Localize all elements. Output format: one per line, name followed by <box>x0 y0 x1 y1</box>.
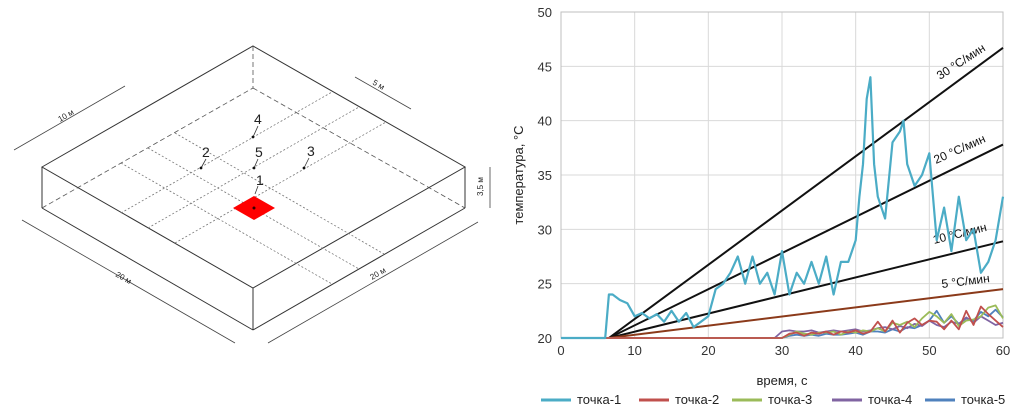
series-line-2 <box>561 305 1004 339</box>
series-line-1 <box>561 76 1005 340</box>
point-leader <box>253 158 259 169</box>
temperature-chart: 0 10 20 30 40 50 60 20 25 30 35 40 45 50 30 °C/мин 20 … <box>511 5 1011 407</box>
y-tick-label: 40 <box>538 114 552 129</box>
room-hidden-edge <box>41 87 254 209</box>
room-edge <box>252 207 466 331</box>
point-marker <box>251 135 255 139</box>
room-diagram: 10 м 5 м 3,5 м 20 м 20 м 1 2 3 4 5 <box>13 45 491 344</box>
point-marker <box>199 166 203 170</box>
rate-line-label: 5 °C/мин <box>941 271 991 291</box>
x-tick-label: 20 <box>701 343 715 358</box>
y-tick-label: 20 <box>538 331 552 346</box>
legend-label: точка-4 <box>868 392 912 407</box>
rate-line-label: 30 °C/мин <box>934 41 988 83</box>
dim-label-right-top: 5 м <box>371 78 386 92</box>
y-tick-label: 35 <box>538 168 552 183</box>
axis-ticks: 0 10 20 30 40 50 60 20 25 30 35 40 45 50 <box>538 5 1011 358</box>
point-marker <box>302 166 306 170</box>
y-tick-label: 30 <box>538 222 552 237</box>
x-tick-label: 40 <box>848 343 862 358</box>
x-tick-label: 0 <box>557 343 564 358</box>
x-tick-label: 30 <box>775 343 789 358</box>
dimension-line-right-top <box>354 76 412 110</box>
rate-line <box>608 47 1004 339</box>
dimension-line-left <box>21 219 236 344</box>
grid-line <box>120 91 333 214</box>
x-tick-label: 10 <box>627 343 641 358</box>
grid-line <box>174 121 387 244</box>
fire-source-center <box>252 206 256 210</box>
rate-line-label: 20 °C/мин <box>932 132 988 167</box>
dim-label-top: 10 м <box>57 108 76 124</box>
point-label-4: 4 <box>254 111 262 127</box>
legend-label: точка-5 <box>961 392 1005 407</box>
point-leader <box>254 185 259 195</box>
legend: точка-1 точка-2 точка-3 точка-4 точка-5 <box>541 392 1005 407</box>
x-tick-label: 50 <box>922 343 936 358</box>
chart-grid <box>560 11 1004 339</box>
y-tick-label: 50 <box>538 5 552 20</box>
dimension-line-top <box>13 85 126 151</box>
point-leader <box>200 158 207 169</box>
series-line-4 <box>561 315 1004 339</box>
point-label-1: 1 <box>256 172 264 188</box>
point-marker <box>252 166 256 170</box>
dim-label-height: 3,5 м <box>476 177 485 196</box>
legend-label: точка-2 <box>675 392 719 407</box>
series-lines <box>561 76 1005 340</box>
legend-label: точка-3 <box>768 392 812 407</box>
dimension-line-right <box>267 221 479 344</box>
room-edge <box>41 207 254 331</box>
rate-line <box>608 240 1004 339</box>
rate-line <box>608 288 1004 339</box>
point-label-5: 5 <box>255 144 263 160</box>
point-leader <box>252 125 259 138</box>
rate-line <box>608 143 1004 339</box>
dim-label-left: 20 м <box>114 270 133 286</box>
grid-line <box>120 162 333 285</box>
room-hidden-edge <box>252 87 466 209</box>
legend-label: точка-1 <box>577 392 621 407</box>
grid-line <box>174 132 385 255</box>
point-leader <box>303 157 310 169</box>
x-tick-label: 60 <box>996 343 1010 358</box>
x-axis-label: время, с <box>756 373 808 388</box>
point-label-3: 3 <box>307 143 315 159</box>
y-tick-label: 45 <box>538 59 552 74</box>
point-label-2: 2 <box>202 144 210 160</box>
y-axis-label: температура, °C <box>511 125 526 224</box>
y-tick-label: 25 <box>538 277 552 292</box>
